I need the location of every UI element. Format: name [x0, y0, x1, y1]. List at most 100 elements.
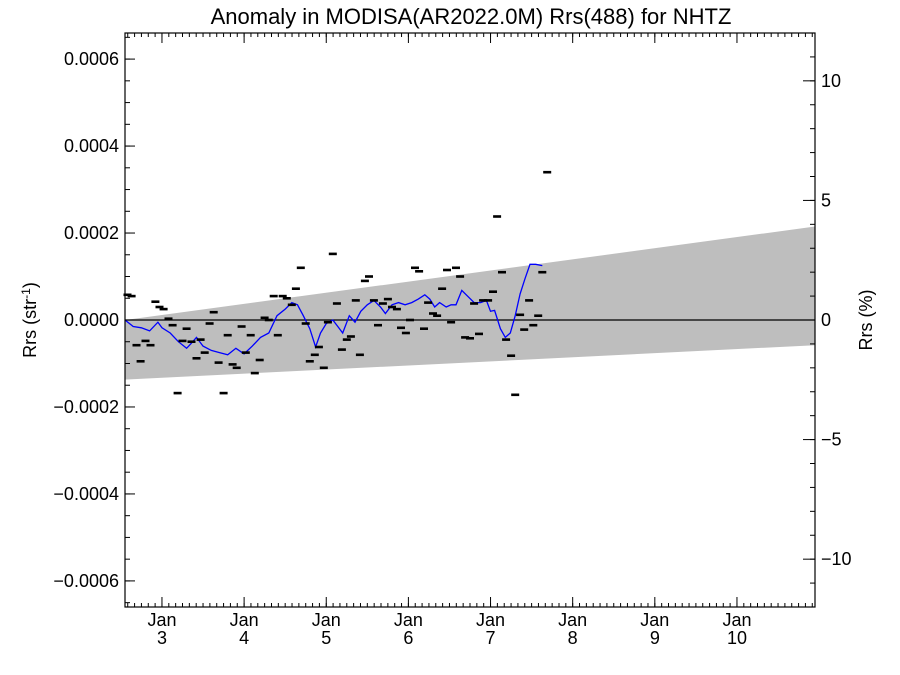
data-point — [456, 275, 465, 278]
data-point-mark — [538, 270, 547, 274]
data-point-mark — [447, 320, 456, 324]
data-point-mark — [388, 305, 396, 309]
data-point — [511, 393, 520, 397]
data-point-mark — [200, 351, 209, 354]
data-point-mark — [305, 360, 314, 363]
data-point — [223, 333, 232, 337]
data-point — [269, 294, 278, 298]
data-point-mark — [178, 339, 187, 343]
data-point — [141, 339, 150, 343]
data-point — [319, 366, 328, 370]
data-point — [178, 339, 187, 343]
data-point — [328, 252, 337, 256]
data-point-mark — [255, 358, 264, 362]
data-point-mark — [223, 333, 232, 337]
data-point — [466, 337, 474, 340]
data-point-mark — [543, 170, 552, 174]
data-point — [346, 335, 355, 338]
x-tick-year: 9 — [650, 628, 660, 648]
data-point-mark — [355, 353, 364, 357]
data-point-mark — [205, 322, 214, 325]
x-tick-year: 6 — [403, 628, 413, 648]
data-point-mark — [141, 339, 150, 343]
data-point-mark — [443, 268, 451, 272]
data-point — [219, 391, 228, 395]
data-point-mark — [461, 336, 470, 339]
data-point-mark — [466, 337, 474, 340]
data-point — [260, 316, 269, 320]
data-point-mark — [351, 299, 360, 302]
x-tick-month: Jan — [394, 610, 423, 630]
data-point-mark — [415, 270, 424, 273]
data-point-mark — [406, 318, 414, 322]
x-tick-year: 7 — [486, 628, 496, 648]
data-point — [401, 331, 410, 335]
data-point — [310, 353, 319, 357]
data-point — [273, 333, 282, 337]
data-point-mark — [127, 294, 136, 298]
data-point-mark — [278, 294, 287, 298]
data-point — [378, 302, 387, 305]
data-point-mark — [264, 318, 273, 322]
data-point-mark — [516, 313, 525, 317]
data-point — [443, 268, 451, 272]
y-tick-label: −0.0006 — [53, 571, 119, 591]
data-point-mark — [470, 302, 479, 305]
y-tick-label: 0.0006 — [64, 49, 119, 69]
data-point — [484, 299, 493, 302]
data-point-mark — [498, 270, 506, 274]
data-point — [498, 270, 506, 274]
x-tick-year: 5 — [321, 628, 331, 648]
data-point — [296, 266, 305, 270]
data-point-mark — [337, 348, 346, 351]
data-point — [383, 297, 392, 301]
data-point — [369, 299, 378, 302]
data-point-mark — [392, 307, 401, 311]
data-point — [374, 323, 382, 327]
data-point-mark — [429, 312, 437, 315]
data-point-mark — [493, 215, 502, 218]
data-point — [534, 314, 543, 317]
data-point — [241, 351, 250, 354]
data-point-mark — [260, 316, 269, 320]
y-axis-label: Rrs (str-1) — [19, 282, 40, 358]
data-point-mark — [328, 252, 337, 256]
data-point — [420, 327, 428, 330]
data-point-mark — [301, 322, 310, 325]
data-point-mark — [192, 357, 201, 360]
data-point-mark — [433, 314, 442, 317]
data-point — [529, 323, 538, 327]
x-tick-month: Jan — [312, 610, 341, 630]
data-point — [323, 320, 332, 324]
data-point-mark — [237, 325, 246, 328]
data-point-mark — [378, 302, 387, 305]
data-point — [470, 302, 479, 305]
data-point-mark — [507, 354, 516, 357]
data-point-mark — [146, 343, 155, 347]
data-point-mark — [164, 317, 173, 320]
data-point-mark — [534, 314, 543, 317]
data-point-mark — [159, 307, 168, 311]
data-point — [182, 327, 191, 330]
data-point-mark — [332, 302, 341, 305]
data-point — [525, 299, 534, 302]
data-point-mark — [287, 303, 296, 307]
data-point — [424, 301, 433, 304]
data-point-mark — [168, 323, 177, 327]
data-point-mark — [123, 293, 132, 297]
data-point — [200, 351, 209, 354]
x-tick-month: Jan — [722, 610, 751, 630]
data-point — [429, 312, 437, 315]
data-point-mark — [401, 331, 410, 335]
data-point — [250, 371, 259, 375]
x-tick-month: Jan — [230, 610, 259, 630]
data-point — [406, 318, 414, 322]
data-points-layer — [123, 170, 552, 397]
data-point — [151, 300, 160, 303]
data-point-mark — [420, 327, 428, 330]
y2-tick-label: 10 — [821, 71, 841, 91]
x-tick-year: 10 — [727, 628, 747, 648]
data-point — [123, 293, 132, 297]
data-point — [461, 336, 470, 339]
data-point-mark — [411, 266, 419, 270]
